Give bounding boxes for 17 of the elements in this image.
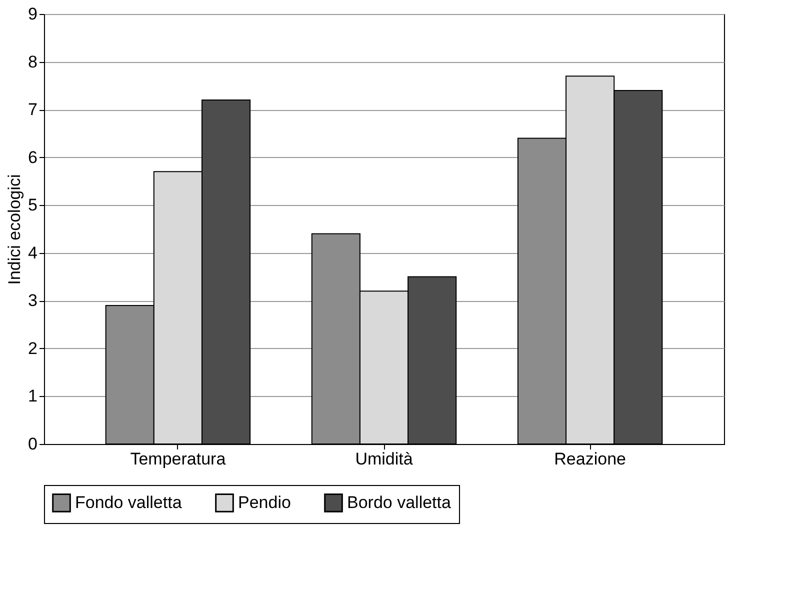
y-tick-label: 2 <box>28 338 38 358</box>
legend-label: Pendio <box>238 492 291 512</box>
y-tick-label: 4 <box>28 243 38 262</box>
y-tick-label: 6 <box>28 148 38 167</box>
x-tick-label: Reazione <box>554 450 626 468</box>
y-tick-label: 0 <box>28 434 38 454</box>
y-tick-label: 5 <box>28 196 38 215</box>
x-tick-label: Umidità <box>355 450 414 468</box>
legend-label: Fondo valletta <box>75 492 182 512</box>
y-tick-label: 9 <box>28 4 38 24</box>
y-tick-label: 1 <box>28 386 38 406</box>
legend-label: Bordo valletta <box>347 492 452 512</box>
y-tick-label: 8 <box>28 52 38 72</box>
y-tick-label: 7 <box>28 100 38 120</box>
y-axis-title: Indici ecologici <box>5 174 24 285</box>
x-tick-label: Temperatura <box>130 450 226 468</box>
y-tick-label: 3 <box>28 291 38 310</box>
